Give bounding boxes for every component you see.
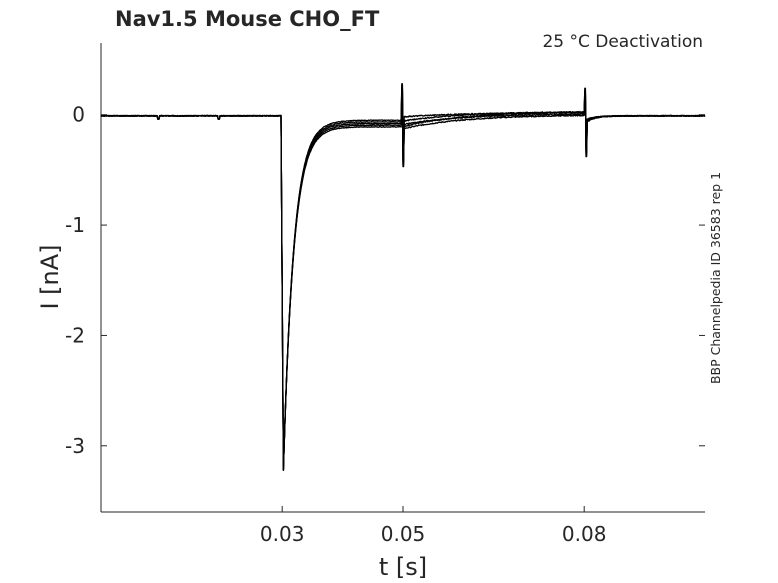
x-tick-label: 0.03 xyxy=(260,522,305,546)
chart-title: Nav1.5 Mouse CHO_FT xyxy=(115,7,380,31)
current-trace-line xyxy=(100,92,706,471)
x-tick-label: 0.08 xyxy=(562,522,607,546)
y-axis-ticks: 0 -1 -2 -3 xyxy=(65,103,705,458)
current-traces xyxy=(100,83,706,471)
y-tick-label: -1 xyxy=(65,213,85,237)
side-label: BBP Channelpedia ID 36583 rep 1 xyxy=(708,172,723,384)
x-axis-label: t [s] xyxy=(379,553,427,581)
y-tick-label: 0 xyxy=(72,103,85,127)
plot-area: 0 -1 -2 -3 0.03 0.05 0.08 xyxy=(65,43,706,546)
x-axis-ticks: 0.03 0.05 0.08 xyxy=(260,506,607,546)
y-tick-label: -3 xyxy=(65,434,85,458)
x-tick-label: 0.05 xyxy=(381,522,426,546)
y-axis-label: I [nA] xyxy=(36,244,64,309)
chart-annotation: 25 °C Deactivation xyxy=(542,32,703,52)
y-tick-label: -2 xyxy=(65,323,85,347)
